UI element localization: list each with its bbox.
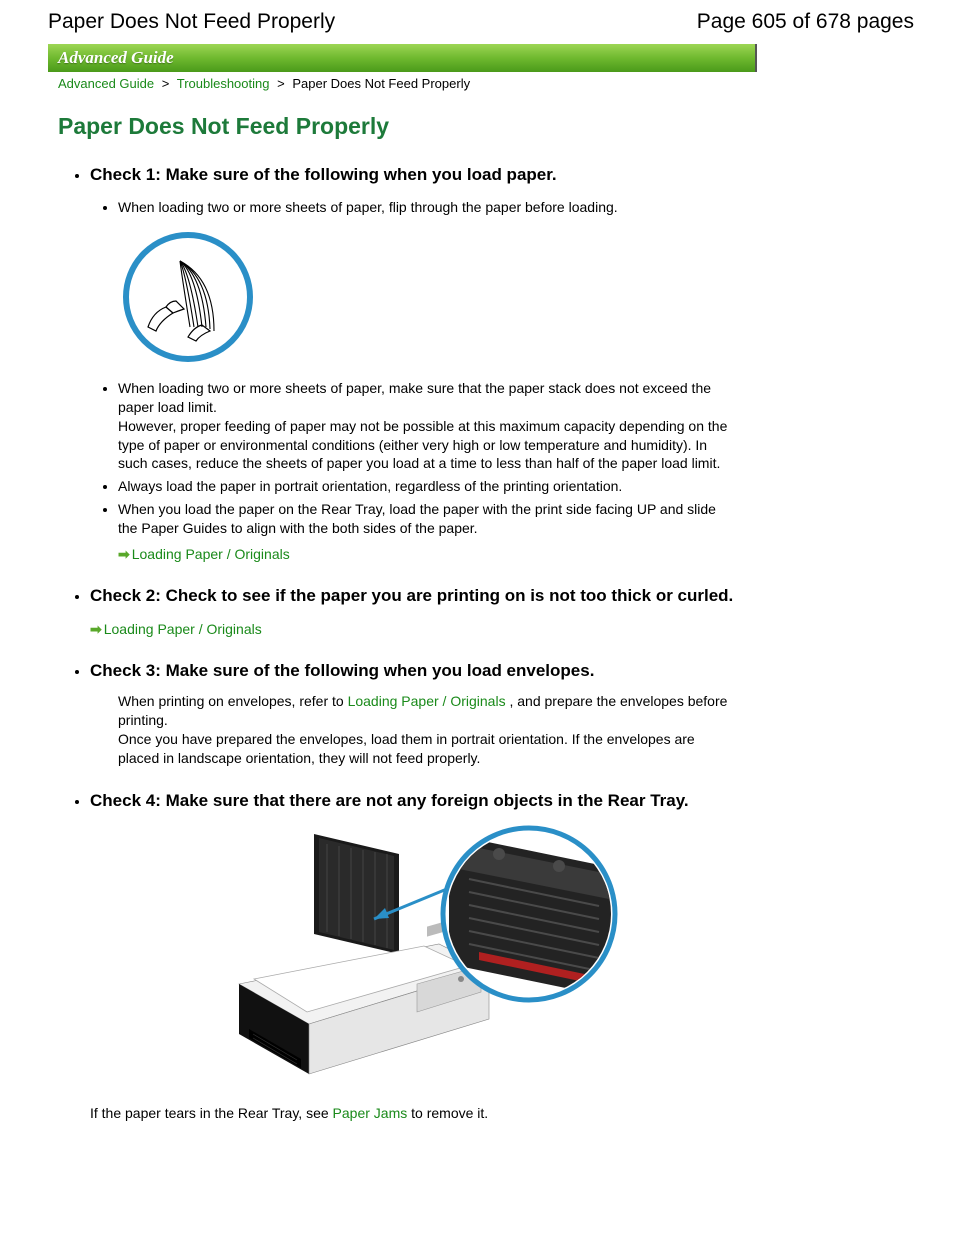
- printer-illustration: [199, 824, 629, 1094]
- list-item: When you load the paper on the Rear Tray…: [118, 500, 738, 538]
- list-item: When loading two or more sheets of paper…: [118, 379, 738, 473]
- page-title: Paper Does Not Feed Properly: [58, 113, 738, 140]
- guide-banner: Advanced Guide: [48, 44, 757, 72]
- check-4-heading: Check 4: Make sure that there are not an…: [90, 784, 738, 818]
- link-paper-jams[interactable]: Paper Jams: [333, 1105, 408, 1121]
- link-loading-paper[interactable]: Loading Paper / Originals: [104, 621, 262, 637]
- check-3-text-a: When printing on envelopes, refer to: [118, 693, 348, 709]
- breadcrumb-link-advanced-guide[interactable]: Advanced Guide: [58, 76, 154, 91]
- arrow-icon: ➡: [90, 621, 102, 637]
- breadcrumb-link-troubleshooting[interactable]: Troubleshooting: [177, 76, 270, 91]
- check-3: Check 3: Make sure of the following when…: [90, 654, 738, 768]
- check-2-heading: Check 2: Check to see if the paper you a…: [90, 579, 738, 613]
- arrow-icon: ➡: [118, 546, 130, 562]
- link-loading-paper[interactable]: Loading Paper / Originals: [132, 546, 290, 562]
- doc-title: Paper Does Not Feed Properly: [48, 10, 335, 34]
- breadcrumb-sep: >: [162, 76, 170, 91]
- list-item: When loading two or more sheets of paper…: [118, 198, 738, 217]
- page-number: Page 605 of 678 pages: [697, 10, 914, 34]
- check-3-text-2: Once you have prepared the envelopes, lo…: [118, 731, 695, 766]
- check-1: Check 1: Make sure of the following when…: [90, 158, 738, 563]
- list-item: Always load the paper in portrait orient…: [118, 477, 738, 496]
- check-2: Check 2: Check to see if the paper you a…: [90, 579, 738, 638]
- breadcrumb-current: Paper Does Not Feed Properly: [292, 76, 470, 91]
- check-3-heading: Check 3: Make sure of the following when…: [90, 654, 738, 688]
- check-4-text-a: If the paper tears in the Rear Tray, see: [90, 1105, 333, 1121]
- check-1-heading: Check 1: Make sure of the following when…: [90, 158, 738, 192]
- check-4-text-b: to remove it.: [411, 1105, 488, 1121]
- flip-paper-illustration: [118, 227, 738, 367]
- banner-title: Advanced Guide: [58, 48, 174, 68]
- breadcrumb-sep: >: [277, 76, 285, 91]
- breadcrumb: Advanced Guide > Troubleshooting > Paper…: [58, 76, 954, 91]
- check-4: Check 4: Make sure that there are not an…: [90, 784, 738, 1123]
- link-loading-paper[interactable]: Loading Paper / Originals: [348, 693, 506, 709]
